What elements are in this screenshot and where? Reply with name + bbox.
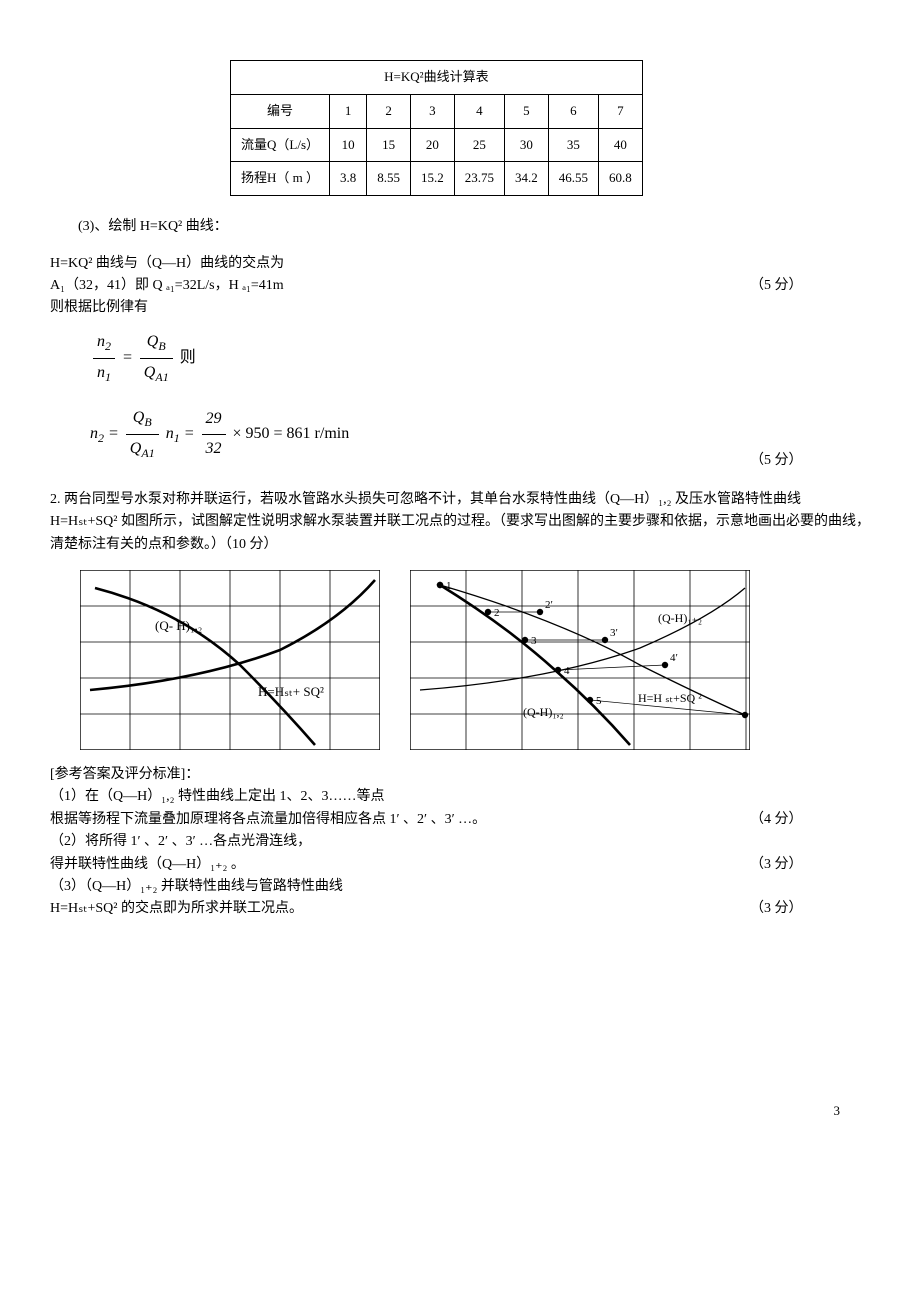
ans-3b-points: （3 分）: [750, 898, 870, 920]
col-2: 3: [411, 94, 455, 128]
h-6: 60.8: [599, 162, 643, 196]
chart-2: 123452′3′4′5′(Q-H)₁,₂(Q-H)₁₊₂H=H ₛₜ+SQ ²: [410, 570, 750, 750]
svg-text:1: 1: [446, 580, 452, 592]
p3c: 则根据比例律有: [50, 297, 870, 319]
row-label-2: 扬程H（ m ）: [231, 162, 330, 196]
col-6: 7: [599, 94, 643, 128]
q-5: 35: [548, 128, 598, 162]
h-2: 15.2: [411, 162, 455, 196]
equation-2: n2 = QBQA1 n1 = 2932 × 950 = 861 r/min: [90, 404, 750, 465]
col-5: 6: [548, 94, 598, 128]
ans-2b-points: （3 分）: [750, 854, 870, 876]
h-4: 34.2: [505, 162, 549, 196]
ans-3b-text: H=Hₛₜ+SQ² 的交点即为所求并联工况点。: [50, 898, 750, 920]
p3b-points: （5 分）: [750, 275, 870, 297]
col-4: 5: [505, 94, 549, 128]
calc-table: H=KQ²曲线计算表 编号 1 2 3 4 5 6 7 流量Q（L/s） 10 …: [230, 60, 643, 196]
ans-1b-text: 根据等扬程下流量叠加原理将各点流量加倍得相应各点 1′ 、2′ 、3′ …。: [50, 809, 750, 831]
page-number: 3: [50, 1101, 870, 1122]
svg-text:3′: 3′: [610, 627, 618, 639]
svg-text:2: 2: [494, 607, 500, 619]
col-0: 1: [330, 94, 367, 128]
h-3: 23.75: [454, 162, 504, 196]
chart-1: (Q- H)₁,₂ H=Hₛₜ+ SQ²: [80, 570, 380, 750]
h-0: 3.8: [330, 162, 367, 196]
equation-1: n2n1 = QBQA1 则: [90, 328, 870, 389]
question-2: 2. 两台同型号水泵对称并联运行，若吸水管路水头损失可忽略不计，其单台水泵特性曲…: [50, 489, 870, 556]
eq2-points: （5 分）: [750, 450, 870, 472]
h-1: 8.55: [367, 162, 411, 196]
col-1: 2: [367, 94, 411, 128]
col-3: 4: [454, 94, 504, 128]
svg-text:H=Hₛₜ+ SQ²: H=Hₛₜ+ SQ²: [258, 684, 324, 699]
q-1: 15: [367, 128, 411, 162]
q-2: 20: [411, 128, 455, 162]
svg-text:(Q- H)₁,₂: (Q- H)₁,₂: [155, 618, 202, 633]
svg-text:H=H ₛₜ+SQ ²: H=H ₛₜ+SQ ²: [638, 691, 702, 705]
svg-text:(Q-H)₁,₂: (Q-H)₁,₂: [523, 705, 564, 719]
svg-text:3: 3: [531, 635, 537, 647]
p3a: H=KQ² 曲线与（Q—H）曲线的交点为: [50, 253, 870, 275]
svg-text:4: 4: [564, 665, 570, 677]
ans-1b-points: （4 分）: [750, 809, 870, 831]
ans-2b-text: 得并联特性曲线（Q—H）₁₊₂ 。: [50, 854, 750, 876]
q-6: 40: [599, 128, 643, 162]
q-0: 10: [330, 128, 367, 162]
svg-text:(Q-H)₁₊₂: (Q-H)₁₊₂: [658, 611, 702, 625]
q-4: 30: [505, 128, 549, 162]
row-label-0: 编号: [231, 94, 330, 128]
p3b-text: A₁（32，41）即 Q ₐ₁=32L/s，H ₐ₁=41m: [50, 275, 750, 297]
ans-3a: （3）（Q—H）₁₊₂ 并联特性曲线与管路特性曲线: [50, 876, 870, 898]
ans-1a: （1）在（Q—H）₁,₂ 特性曲线上定出 1、2、3……等点: [50, 786, 870, 808]
p3: (3)、绘制 H=KQ² 曲线：: [50, 216, 870, 238]
ans-2a: （2）将所得 1′ 、2′ 、3′ …各点光滑连线，: [50, 831, 870, 853]
h-5: 46.55: [548, 162, 598, 196]
answer-heading: [参考答案及评分标准]：: [50, 764, 870, 786]
q-3: 25: [454, 128, 504, 162]
svg-text:4′: 4′: [670, 652, 678, 664]
row-label-1: 流量Q（L/s）: [231, 128, 330, 162]
table-title: H=KQ²曲线计算表: [231, 61, 643, 95]
svg-text:2′: 2′: [545, 599, 553, 611]
